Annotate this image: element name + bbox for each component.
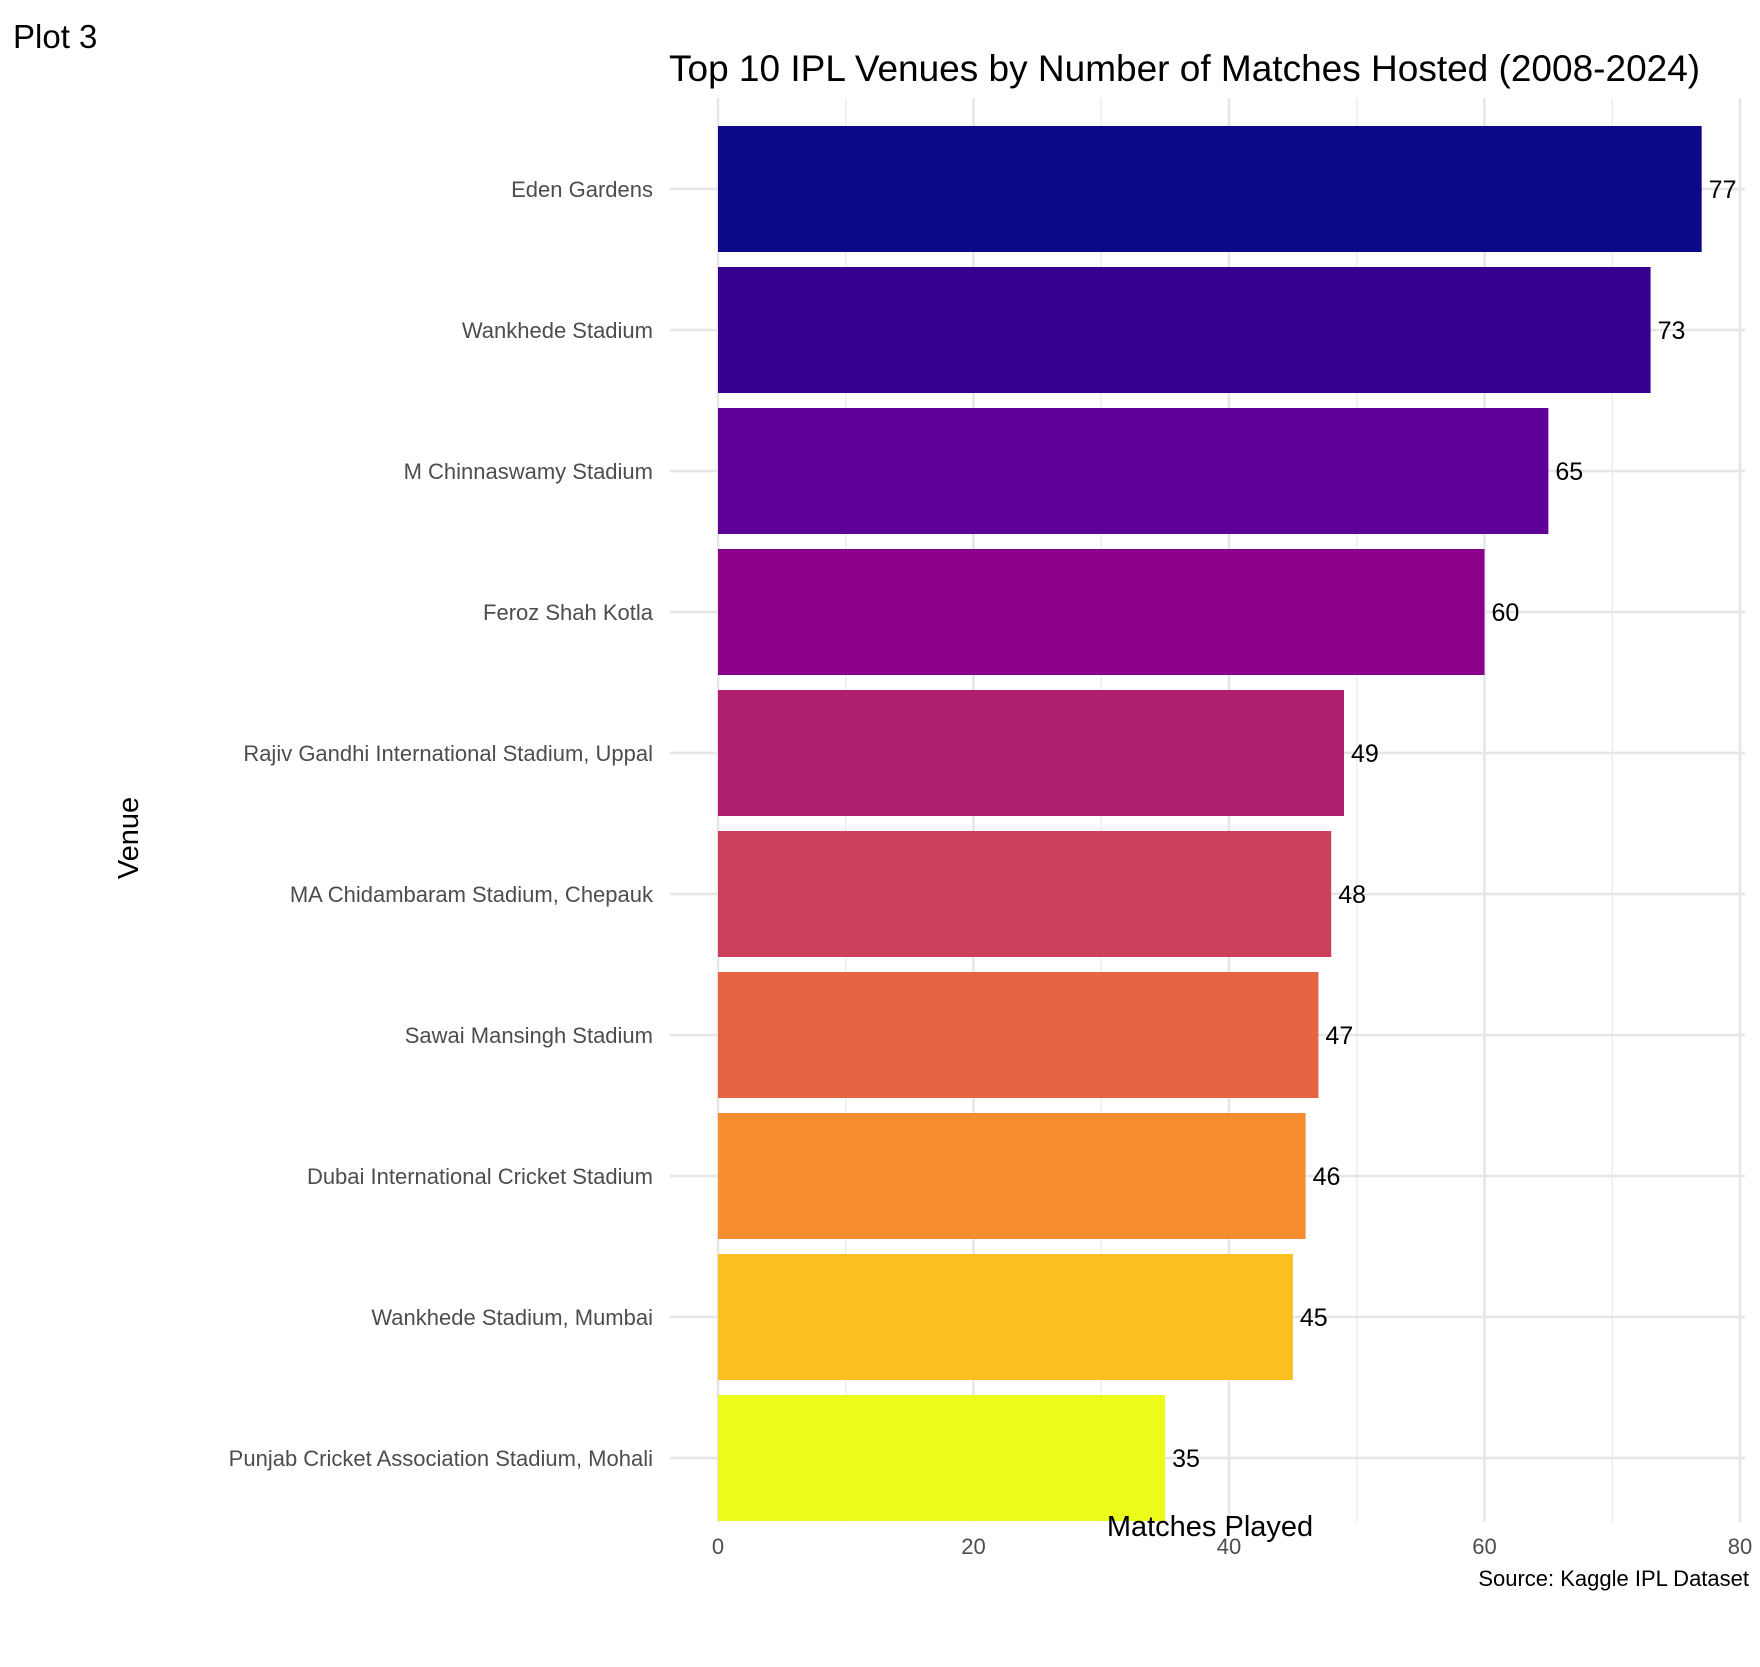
data-label: 45 — [1300, 1304, 1328, 1332]
source-caption: Source: Kaggle IPL Dataset — [1478, 1566, 1749, 1591]
bar — [718, 972, 1319, 1098]
category-label: Feroz Shah Kotla — [483, 600, 654, 625]
data-label: 65 — [1555, 458, 1583, 486]
bar — [718, 831, 1332, 957]
bar — [718, 1113, 1306, 1239]
chart-title: Top 10 IPL Venues by Number of Matches H… — [669, 48, 1700, 89]
bar — [718, 1254, 1293, 1380]
category-label: MA Chidambaram Stadium, Chepauk — [290, 882, 654, 907]
x-tick-label: 20 — [961, 1534, 985, 1559]
category-label: Punjab Cricket Association Stadium, Moha… — [229, 1446, 653, 1471]
category-label: Sawai Mansingh Stadium — [405, 1023, 653, 1048]
plot-tag: Plot 3 — [13, 18, 97, 55]
data-label: 48 — [1338, 881, 1366, 909]
y-axis-title: Venue — [113, 797, 145, 879]
x-tick-label: 60 — [1472, 1534, 1496, 1559]
data-label: 73 — [1658, 317, 1686, 345]
x-tick-label: 80 — [1728, 1534, 1752, 1559]
x-axis-title: Matches Played — [1107, 1511, 1313, 1543]
bar — [718, 267, 1651, 393]
category-labels: Eden Gardens Wankhede Stadium M Chinnaswam… — [229, 177, 654, 1471]
x-tick-labels: 0 20 40 60 80 — [712, 1534, 1752, 1559]
category-label: Rajiv Gandhi International Stadium, Uppa… — [243, 741, 653, 766]
data-label: 47 — [1325, 1022, 1353, 1050]
data-label: 49 — [1351, 740, 1379, 768]
category-label: Wankhede Stadium — [462, 318, 653, 343]
x-tick-label: 0 — [712, 1534, 724, 1559]
bar — [718, 126, 1702, 252]
bar — [718, 690, 1344, 816]
bar — [718, 549, 1485, 675]
bar — [718, 408, 1549, 534]
data-label: 60 — [1492, 599, 1520, 627]
data-label: 46 — [1313, 1163, 1341, 1191]
x-tick-label: 40 — [1217, 1534, 1241, 1559]
data-label: 35 — [1172, 1445, 1200, 1473]
bars — [718, 126, 1702, 1521]
bar — [718, 1395, 1166, 1521]
category-label: Wankhede Stadium, Mumbai — [371, 1305, 653, 1330]
data-label: 77 — [1709, 176, 1737, 204]
category-label: Dubai International Cricket Stadium — [307, 1164, 653, 1189]
data-labels: 77 73 65 60 49 48 47 46 45 35 — [1172, 176, 1736, 1473]
category-label: Eden Gardens — [511, 177, 653, 202]
category-label: M Chinnaswamy Stadium — [404, 459, 653, 484]
